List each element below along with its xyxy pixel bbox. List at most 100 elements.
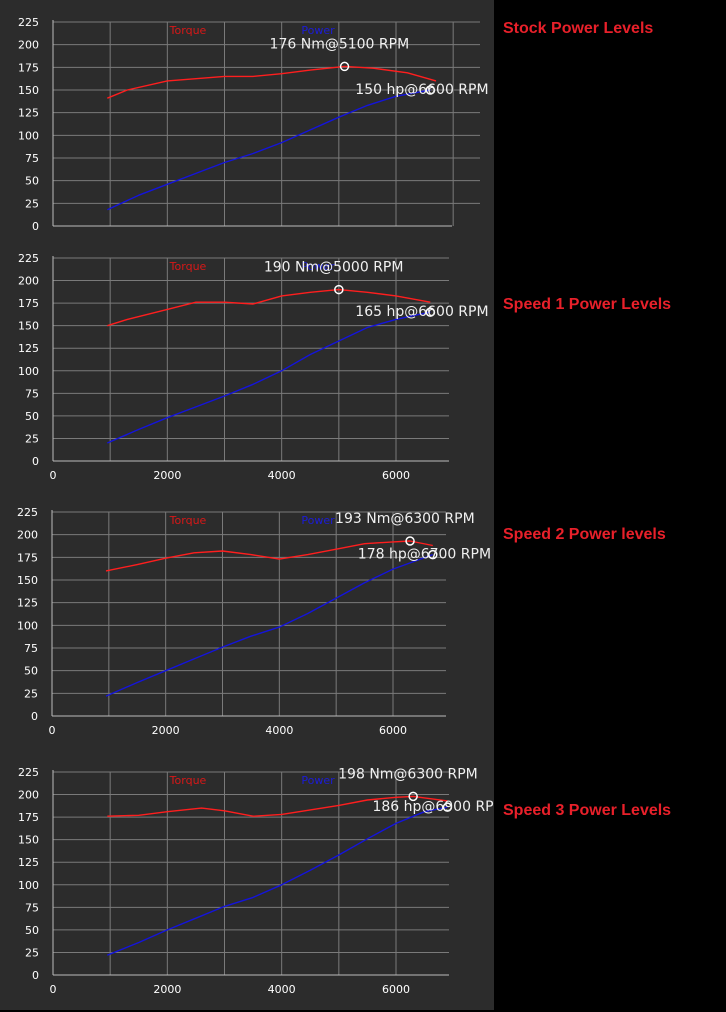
power-peak-label: 186 hp@6900 RPM bbox=[372, 799, 494, 815]
y-tick-label: 200 bbox=[18, 789, 39, 802]
chart-panel-stock: 225 200 175 150 125 100 75 50 25 0 Torque Power 176 … bbox=[0, 0, 494, 235]
torque-peak-label: 190 Nm@5000 RPM bbox=[264, 260, 404, 276]
legend-torque: Torque bbox=[169, 774, 207, 787]
y-tick-label: 0 bbox=[31, 710, 38, 723]
y-tick-label: 75 bbox=[24, 642, 38, 655]
y-tick-label: 200 bbox=[17, 529, 38, 542]
power-peak-marker bbox=[425, 307, 436, 317]
legend-power: Power bbox=[301, 774, 335, 787]
y-tick-label: 200 bbox=[18, 39, 39, 52]
stock-power-levels-label: Stock Power Levels bbox=[503, 20, 654, 37]
chart-background bbox=[0, 488, 494, 748]
y-tick-label: 125 bbox=[18, 107, 39, 120]
legend-torque: Torque bbox=[169, 24, 207, 37]
chart-speed3: 225 200 175 150 125 100 75 50 25 00 2000 4000 6000 To… bbox=[0, 748, 494, 1010]
y-tick-label: 125 bbox=[17, 597, 38, 610]
x-tick-label: 0 bbox=[50, 469, 57, 482]
chart-panel-speed1: 225 200 175 150 125 100 75 50 25 0 0 2000 4000 6000 To… bbox=[0, 235, 494, 488]
torque-line bbox=[107, 795, 448, 817]
torque-peak-marker bbox=[334, 284, 344, 295]
torque-peak-label: 176 Nm@5100 RPM bbox=[270, 36, 410, 52]
y-tick-label: 125 bbox=[18, 342, 39, 355]
x-tick-label: 4000 bbox=[268, 469, 296, 482]
torque-peak-label: 193 Nm@6300 RPM bbox=[335, 511, 475, 527]
power-peak-marker bbox=[425, 85, 436, 95]
x-tick-label: 6000 bbox=[379, 724, 407, 737]
power-line bbox=[107, 311, 431, 444]
y-tick-label: 125 bbox=[18, 856, 39, 869]
legend-power: Power bbox=[301, 260, 335, 273]
y-tick-label: 100 bbox=[18, 879, 39, 892]
torque-line bbox=[105, 540, 433, 572]
y-tick-label: 75 bbox=[25, 901, 39, 914]
power-line bbox=[105, 553, 434, 697]
chart-panel-speed2: 225 200 175 150 125 100 75 50 25 0 0 2000 4000 6000 To… bbox=[0, 488, 494, 748]
y-tick-label: 50 bbox=[24, 665, 38, 678]
y-tick-label: 50 bbox=[25, 924, 39, 937]
torque-line bbox=[107, 65, 437, 99]
y-tick-label: 150 bbox=[17, 574, 38, 587]
y-tick-label: 25 bbox=[24, 687, 38, 700]
torque-line bbox=[107, 288, 431, 327]
speed1-power-levels-label: Speed 1 Power Levels bbox=[503, 296, 672, 313]
chart-speed1: 225 200 175 150 125 100 75 50 25 00 2000 4000 6000 To… bbox=[0, 235, 494, 488]
y-tick-label: 100 bbox=[17, 619, 38, 632]
x-tick-label: 2000 bbox=[153, 983, 181, 996]
chart-stock: 225 200 175 150 125 100 75 50 25 0 Torque Power176 … bbox=[0, 0, 494, 235]
x-tick-label: 0 bbox=[50, 983, 57, 996]
power-peak-label: 165 hp@6600 RPM bbox=[355, 304, 488, 320]
y-tick-label: 175 bbox=[18, 61, 39, 74]
chart-background bbox=[0, 235, 494, 488]
legend-torque: Torque bbox=[169, 514, 207, 527]
chart-panel-speed3: 225 200 175 150 125 100 75 50 25 0 0 2000 4000 6000 To… bbox=[0, 748, 494, 1010]
y-tick-label: 175 bbox=[17, 551, 38, 564]
power-peak-marker bbox=[442, 802, 453, 812]
y-tick-label: 50 bbox=[25, 410, 39, 423]
y-tick-label: 225 bbox=[17, 506, 38, 519]
x-tick-label: 2000 bbox=[152, 724, 180, 737]
torque-peak-marker bbox=[339, 61, 350, 72]
torque-peak-marker bbox=[405, 536, 415, 546]
torque-peak-marker bbox=[408, 791, 418, 802]
y-tick-label: 225 bbox=[18, 766, 39, 779]
y-tick-label: 25 bbox=[25, 197, 39, 210]
y-tick-label: 25 bbox=[25, 432, 39, 445]
speed3-power-levels-label: Speed 3 Power Levels bbox=[503, 802, 672, 819]
y-tick-label: 25 bbox=[25, 946, 39, 959]
y-tick-label: 175 bbox=[18, 811, 39, 824]
y-tick-label: 100 bbox=[18, 129, 39, 142]
y-tick-label: 75 bbox=[25, 152, 39, 165]
power-line bbox=[107, 806, 448, 956]
x-tick-label: 0 bbox=[49, 724, 56, 737]
torque-peak-label: 198 Nm@6300 RPM bbox=[338, 766, 478, 782]
y-tick-label: 150 bbox=[18, 834, 39, 847]
power-peak-marker bbox=[428, 549, 438, 560]
x-tick-label: 6000 bbox=[382, 469, 410, 482]
power-peak-label: 178 hp@6700 RPM bbox=[358, 547, 491, 563]
x-tick-label: 4000 bbox=[265, 724, 293, 737]
chart-background bbox=[0, 748, 494, 1010]
y-tick-label: 0 bbox=[32, 969, 39, 982]
chart-speed2: 225 200 175 150 125 100 75 50 25 00 2000 4000 6000 To… bbox=[0, 488, 494, 748]
y-tick-label: 225 bbox=[18, 16, 39, 29]
y-tick-label: 0 bbox=[32, 220, 39, 233]
y-tick-label: 0 bbox=[32, 455, 39, 468]
legend-power: Power bbox=[301, 24, 335, 37]
speed2-power-levels-label: Speed 2 Power levels bbox=[503, 526, 666, 543]
chart-background bbox=[0, 0, 494, 235]
y-tick-label: 50 bbox=[25, 175, 39, 188]
legend-torque: Torque bbox=[169, 260, 207, 273]
y-tick-label: 200 bbox=[18, 275, 39, 288]
x-tick-label: 4000 bbox=[268, 983, 296, 996]
legend-power: Power bbox=[301, 514, 335, 527]
y-tick-label: 150 bbox=[18, 320, 39, 333]
y-tick-label: 100 bbox=[18, 365, 39, 378]
power-peak-label: 150 hp@6600 RPM bbox=[355, 82, 488, 98]
power-line bbox=[107, 89, 431, 211]
y-tick-label: 175 bbox=[18, 297, 39, 310]
y-tick-label: 150 bbox=[18, 84, 39, 97]
y-tick-label: 75 bbox=[25, 387, 39, 400]
x-tick-label: 2000 bbox=[153, 469, 181, 482]
x-tick-label: 6000 bbox=[382, 983, 410, 996]
y-tick-label: 225 bbox=[18, 252, 39, 265]
